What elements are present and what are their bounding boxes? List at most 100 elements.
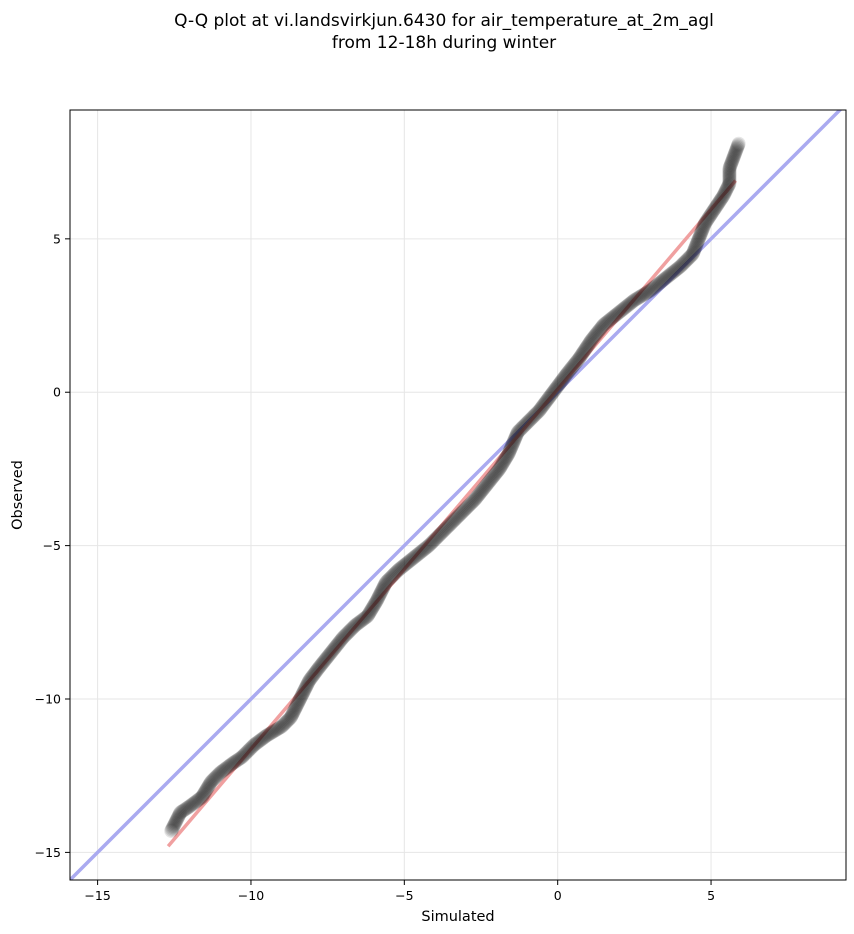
quantile-point [342, 624, 357, 639]
quantile-point [469, 490, 484, 505]
quantile-point [655, 273, 670, 288]
quantile-point [282, 711, 297, 726]
quantile-point [238, 746, 253, 761]
quantile-point [303, 672, 318, 687]
quantile-point [412, 546, 427, 561]
quantile-point [335, 630, 350, 645]
quantile-point [348, 618, 363, 633]
quantile-point [333, 633, 348, 648]
quantile-point [366, 599, 381, 614]
quantile-point [542, 390, 557, 405]
quantile-point [723, 157, 738, 172]
quantile-point [481, 476, 496, 491]
quantile-point [517, 417, 532, 432]
quantile-point [477, 480, 492, 495]
quantile-point [579, 341, 594, 356]
quantile-point [285, 706, 300, 721]
quantile-point [346, 620, 361, 635]
quantile-point [391, 563, 406, 578]
quantile-point [204, 774, 219, 789]
quantile-point [329, 638, 344, 653]
quantile-point [545, 385, 560, 400]
quantile-point [253, 733, 268, 747]
quantile-point [602, 313, 617, 328]
quantile-point [726, 149, 741, 164]
quantile-point [313, 659, 328, 674]
quantile-point [181, 800, 196, 815]
quantile-point [299, 678, 314, 693]
quantile-point [264, 725, 279, 740]
quantile-point [707, 202, 722, 217]
quantile-point [588, 327, 603, 342]
quantile-point [240, 744, 255, 759]
quantile-point [704, 207, 719, 222]
quantile-point [543, 389, 558, 404]
quantile-point [730, 139, 745, 154]
quantile-point [722, 171, 737, 186]
quantile-point [701, 210, 716, 225]
quantile-point [541, 391, 556, 406]
quantile-point [184, 797, 199, 812]
quantile-point [696, 219, 711, 234]
quantile-point [628, 292, 643, 307]
quantile-point [296, 685, 311, 700]
quantile-point [375, 581, 390, 596]
quantile-point [363, 604, 378, 619]
quantile-point [468, 491, 483, 506]
quantile-point [721, 179, 736, 194]
y-tick-label: −15 [35, 845, 61, 860]
quantile-point [649, 278, 664, 293]
quantile-point [377, 579, 392, 594]
quantile-point [289, 699, 304, 714]
quantile-point [495, 457, 510, 472]
quantile-point [566, 358, 581, 373]
quantile-point [673, 259, 688, 274]
quantile-point [729, 143, 744, 158]
quantile-point [426, 533, 441, 548]
quantile-point [642, 283, 657, 298]
quantile-point [301, 676, 316, 691]
quantile-point [259, 728, 274, 743]
quantile-point [343, 623, 358, 638]
quantile-point [485, 470, 500, 485]
quantile-point [316, 654, 331, 669]
quantile-point [731, 136, 746, 151]
quantile-point [366, 598, 381, 613]
quantile-point [213, 765, 228, 780]
quantile-point [182, 799, 197, 814]
quantile-point [704, 206, 719, 221]
quantile-point [326, 642, 341, 657]
quantile-point [594, 319, 609, 334]
quantile-point [725, 153, 740, 168]
quantile-point [570, 353, 585, 368]
quantile-point [284, 709, 299, 724]
quantile-point [409, 548, 424, 563]
quantile-point [288, 701, 303, 716]
quantile-point [659, 270, 674, 285]
quantile-point [647, 280, 662, 295]
quantile-point [210, 768, 225, 783]
quantile-point [692, 230, 707, 245]
quantile-point [443, 517, 458, 532]
quantile-point [215, 763, 230, 778]
quantile-point [594, 321, 609, 336]
quantile-point [307, 666, 322, 681]
x-tick-label: 5 [707, 888, 715, 903]
quantile-point [171, 809, 186, 824]
quantile-point [510, 425, 525, 440]
quantile-point [561, 364, 576, 379]
quantile-point [359, 610, 374, 625]
quantile-point [358, 610, 373, 625]
quantile-point [572, 351, 587, 366]
quantile-point [302, 673, 317, 688]
quantile-point [581, 337, 596, 352]
quantile-point [506, 435, 521, 450]
quantile-point [249, 736, 264, 751]
quantile-point [722, 175, 737, 190]
quantile-point [722, 162, 737, 177]
quantile-point [639, 286, 654, 301]
quantile-point [722, 173, 737, 188]
quantile-point [549, 381, 564, 396]
quantile-point [420, 539, 435, 554]
quantile-point [702, 209, 717, 224]
